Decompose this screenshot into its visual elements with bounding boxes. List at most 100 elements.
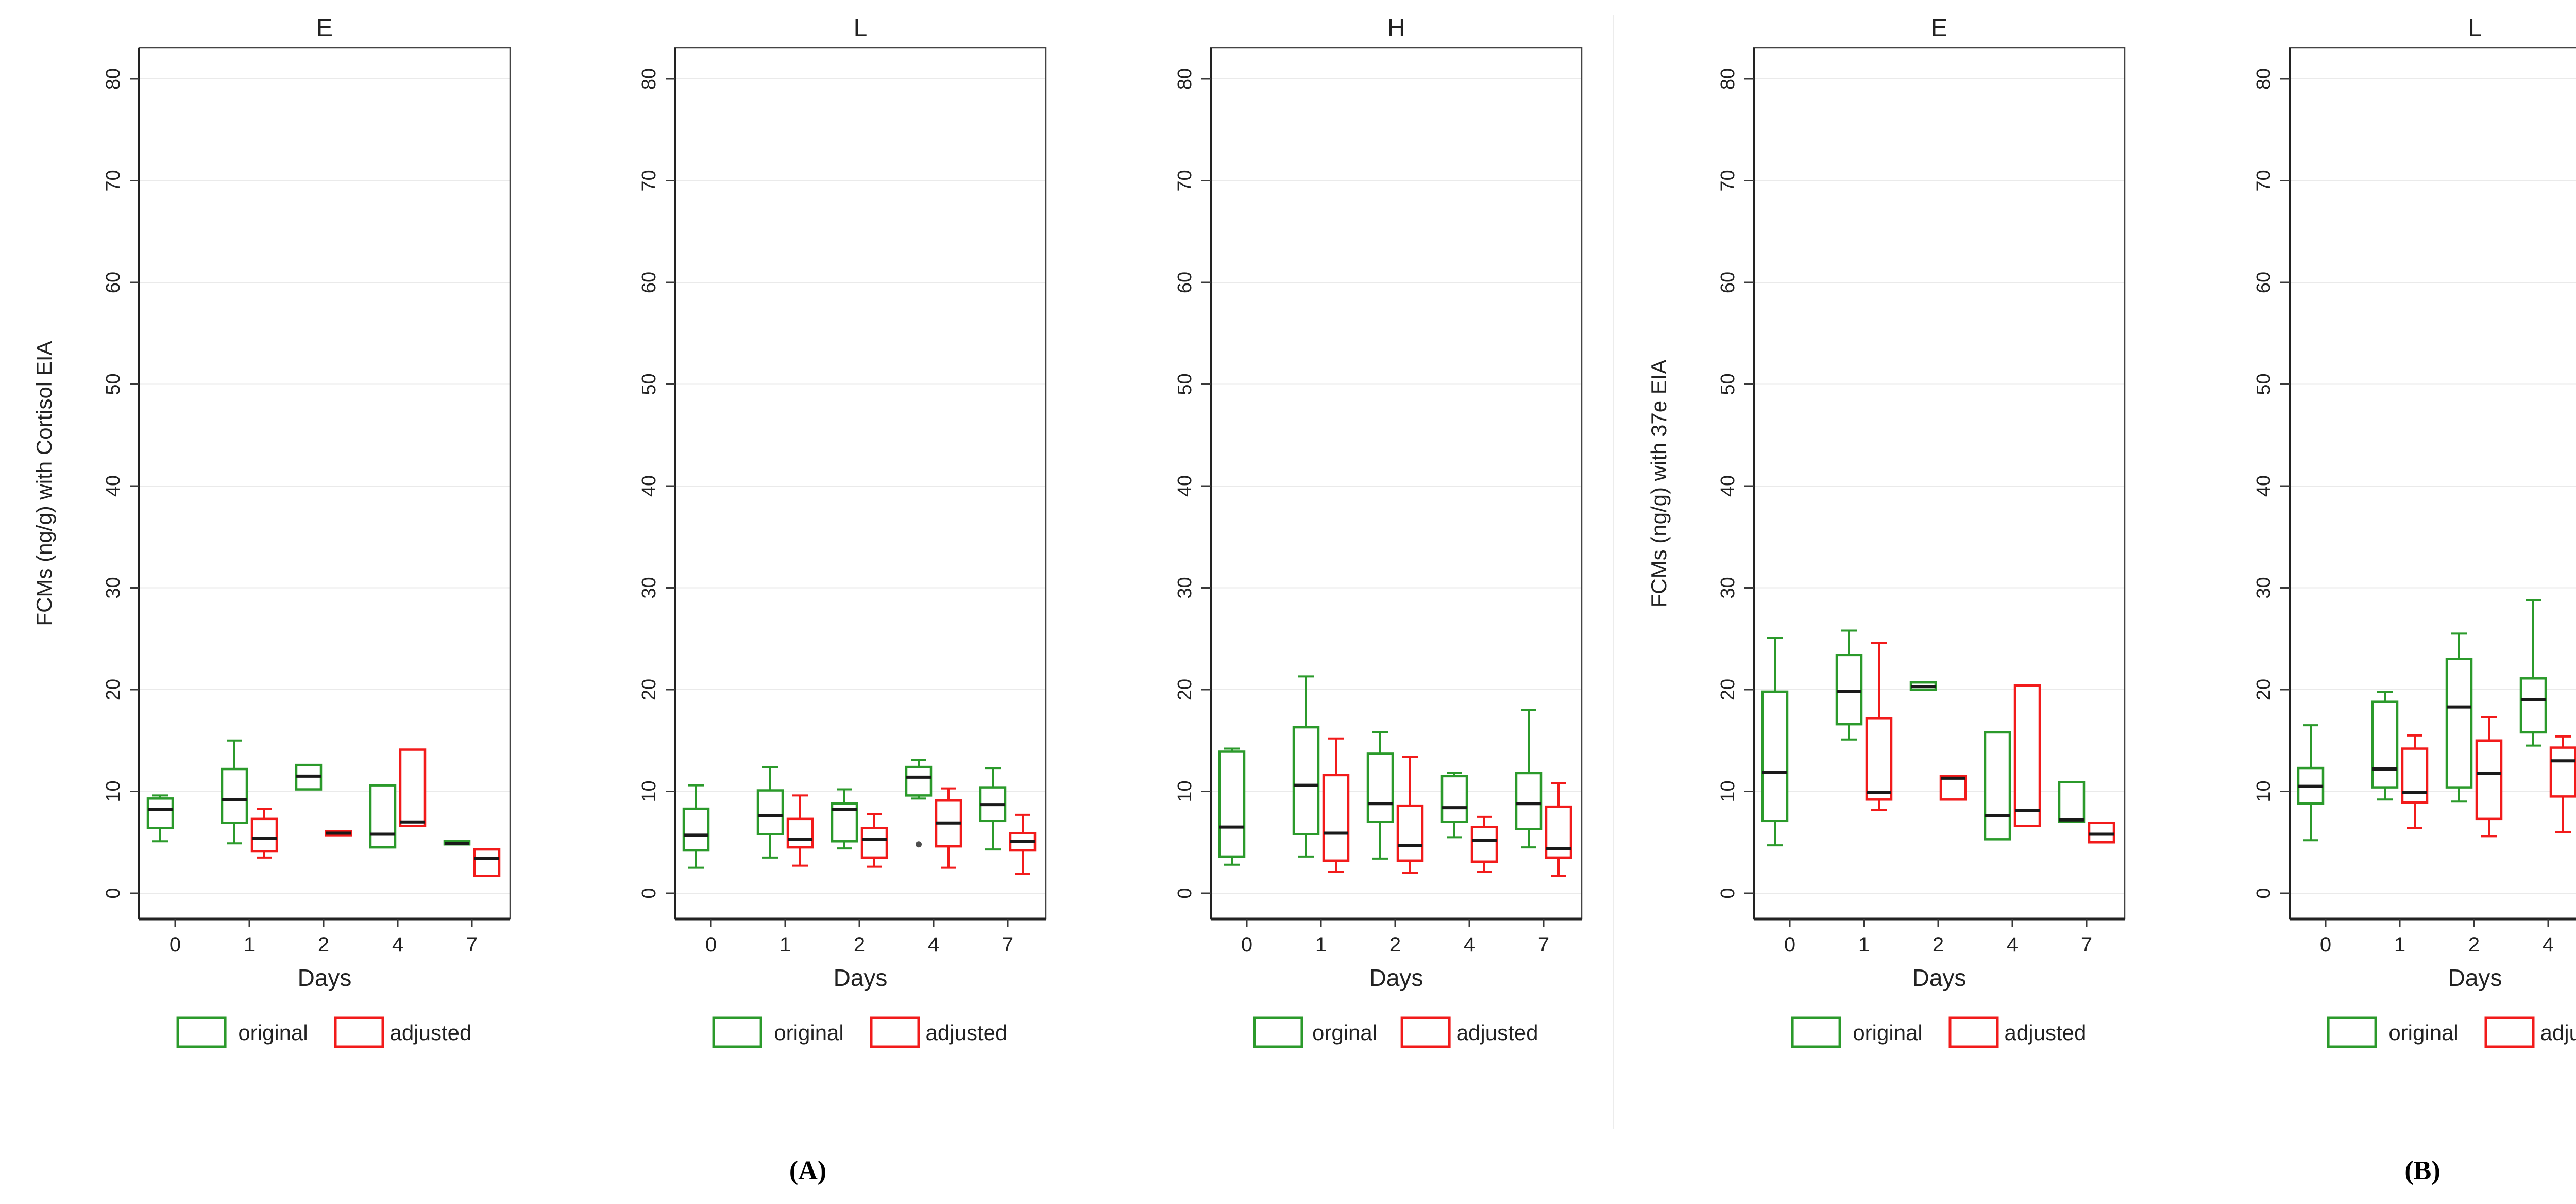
B-L-day1-original-boxplot: [2371, 690, 2399, 801]
legend: original adjusted: [2327, 1016, 2576, 1048]
y-tick-label: 80: [2253, 68, 2275, 90]
boxplot-svg-a-l: L 0 10 20 30 40 50 60 70 80 0 1 2 4 7 Days original adjus…: [638, 14, 1047, 1048]
x-tick-label: 0: [705, 933, 717, 956]
y-tick-label: 80: [1717, 68, 1739, 90]
legend-label-adjusted: adjusted: [2005, 1021, 2087, 1045]
y-axis: 0 10 20 30 40 50 60 70 80: [638, 68, 675, 899]
y-tick-label: 10: [1174, 780, 1196, 802]
y-tick-label: 30: [1174, 577, 1196, 598]
x-tick-label: 2: [854, 933, 865, 956]
B-L-day1-adjusted-boxplot: [2401, 734, 2429, 829]
y-tick-label: 0: [638, 888, 660, 898]
iqr-box: [1440, 775, 1468, 823]
gridlines: [675, 78, 1046, 894]
y-tick-label: 80: [1174, 68, 1196, 90]
legend-swatch-original: [1253, 1016, 1303, 1048]
B-E-day4-adjusted-boxplot: [2013, 684, 2041, 827]
A-H-day0-original-boxplot: [1218, 747, 1246, 866]
y-tick-label: 30: [2253, 577, 2275, 598]
panel-a-cortisol-eia: E 0 10 20 30 40 50 60 70 80 FCMs (ng/g) with Corti…: [4, 9, 1612, 1071]
B-L-day2-original-boxplot: [2445, 632, 2473, 803]
B-E-day7-original-boxplot: [2058, 781, 2086, 823]
x-tick-label: 1: [1315, 933, 1327, 956]
A-H-day1-adjusted-boxplot: [1322, 737, 1350, 873]
subplot-title: H: [1387, 14, 1405, 42]
y-tick-label: 20: [1717, 679, 1739, 700]
A-E-day4-original-boxplot: [369, 784, 397, 849]
x-tick-label: 1: [2394, 933, 2405, 956]
iqr-box: [756, 789, 784, 835]
panel-divider: [1613, 15, 1614, 1129]
subplot-a-l: L 0 10 20 30 40 50 60 70 80 0 1 2 4 7 Days original adjus…: [540, 9, 1076, 1071]
subplot-title: E: [1931, 14, 1947, 42]
y-tick-label: 80: [638, 68, 660, 90]
boxplot-svg-b-l: L0102030405060708001247Daysoriginaladjus…: [2253, 14, 2576, 1048]
x-axis-title: Days: [298, 964, 352, 991]
legend-swatch-adjusted: [870, 1016, 920, 1048]
y-tick-label: 70: [638, 170, 660, 191]
y-tick-label: 60: [2253, 272, 2275, 293]
A-L-day7-adjusted-boxplot: [1009, 813, 1037, 875]
y-tick-label: 70: [2253, 170, 2275, 191]
y-tick-label: 0: [2253, 888, 2275, 898]
A-L-day1-adjusted-boxplot: [786, 794, 814, 867]
iqr-box: [146, 797, 174, 829]
subplot-title: E: [316, 14, 333, 42]
y-tick-label: 20: [2253, 679, 2275, 700]
y-tick-label: 60: [103, 272, 124, 293]
y-tick-label: 10: [103, 780, 124, 802]
gridlines: [1211, 78, 1582, 894]
B-E-day0-original-boxplot: [1761, 637, 1789, 847]
gridlines: [139, 78, 510, 894]
x-tick-label: 2: [1933, 933, 1944, 956]
iqr-box: [905, 765, 933, 797]
gridlines: [1754, 78, 2125, 894]
legend-swatch-adjusted: [1948, 1016, 1999, 1048]
B-E-day1-adjusted-boxplot: [1865, 642, 1893, 811]
boxplot-svg-a-h: H 0 10 20 30 40 50 60 70 80 0 1 2 4 7 Days orginal adjust…: [1174, 14, 1583, 1048]
A-L-day4-adjusted-boxplot: [935, 787, 962, 869]
subplot-title: L: [854, 14, 868, 42]
A-H-day2-original-boxplot: [1366, 731, 1394, 860]
iqr-box: [250, 817, 278, 853]
y-tick-label: 70: [1174, 170, 1196, 191]
y-tick-label: 50: [638, 373, 660, 395]
y-axis-title: FCMs (ng/g) with Cortisol EIA: [32, 341, 56, 626]
A-E-day1-original-boxplot: [221, 739, 248, 845]
y-tick-label: 10: [2253, 780, 2275, 802]
A-L-day0-original-boxplot: [682, 784, 710, 869]
A-E-day2-adjusted-boxplot: [325, 830, 352, 837]
iqr-box: [1865, 717, 1893, 801]
y-tick-label: 10: [1717, 780, 1739, 802]
legend-label-adjusted: adjusted: [2540, 1021, 2576, 1045]
B-L-day0-original-boxplot: [2297, 724, 2325, 842]
iqr-box: [399, 748, 427, 827]
y-tick-label: 40: [1717, 475, 1739, 497]
B-E-day2-original-boxplot: [1909, 681, 1937, 691]
legend: original adjusted: [176, 1016, 471, 1048]
y-tick-label: 60: [638, 272, 660, 293]
y-tick-label: 0: [103, 888, 124, 898]
iqr-box: [682, 807, 710, 852]
B-L-day4-original-boxplot: [2519, 599, 2547, 747]
x-tick-label: 1: [244, 933, 255, 956]
y-axis: 0 10 20 30 40 50 60 70 80: [103, 68, 139, 899]
B-E-day7-adjusted-boxplot: [2088, 822, 2115, 844]
y-tick-label: 50: [2253, 373, 2275, 395]
y-axis-title: FCMs (ng/g) with 37e EIA: [1647, 360, 1671, 608]
y-tick-label: 30: [1717, 577, 1739, 598]
B-L-day4-adjusted-boxplot: [2549, 735, 2576, 833]
iqr-box: [1396, 804, 1424, 862]
legend: orginal adjusted: [1253, 1016, 1538, 1048]
legend-label-original: original: [1853, 1021, 1922, 1045]
y-tick-label: 40: [638, 475, 660, 497]
legend-swatch-adjusted: [1400, 1016, 1451, 1048]
A-L-day7-original-boxplot: [979, 767, 1007, 851]
A-H-day7-adjusted-boxplot: [1545, 782, 1572, 877]
panel-b-37e-eia: E 0 10 20 30 40 50 60 70 80 FCMs (ng/g) with 37e E…: [1619, 9, 2576, 1071]
y-tick-label: 60: [1717, 272, 1739, 293]
